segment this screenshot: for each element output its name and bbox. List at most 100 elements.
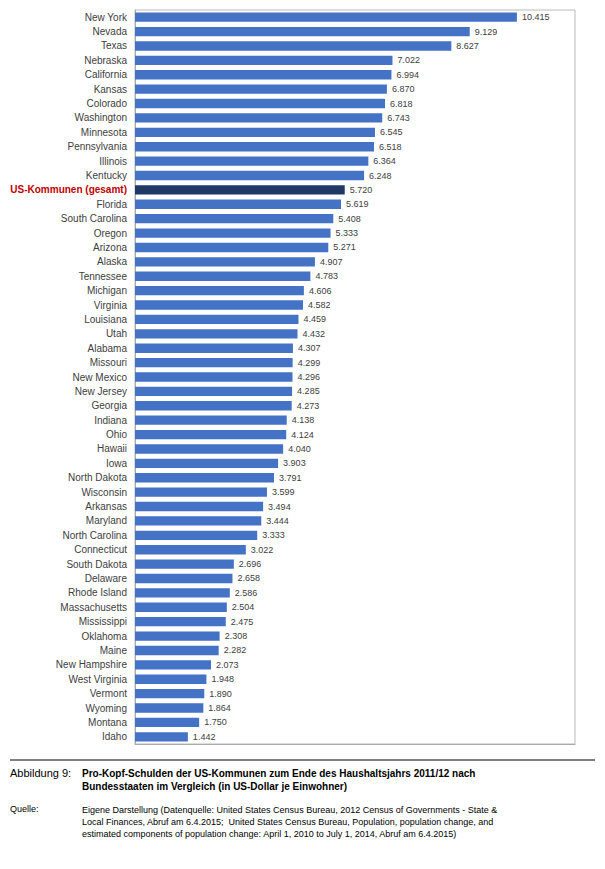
svg-text:Florida: Florida xyxy=(96,199,127,210)
svg-text:6.818: 6.818 xyxy=(390,99,413,109)
svg-text:Bundesstaaten im Vergleich (in: Bundesstaaten im Vergleich (in US-Dollar… xyxy=(82,781,347,792)
svg-text:Tennessee: Tennessee xyxy=(79,271,128,282)
svg-text:Nevada: Nevada xyxy=(93,26,128,37)
svg-text:California: California xyxy=(85,69,128,80)
svg-text:4.296: 4.296 xyxy=(298,372,321,382)
svg-text:Texas: Texas xyxy=(101,40,127,51)
svg-text:6.518: 6.518 xyxy=(379,142,402,152)
svg-text:Missouri: Missouri xyxy=(90,357,127,368)
svg-text:5.619: 5.619 xyxy=(346,199,369,209)
svg-text:4.285: 4.285 xyxy=(297,386,320,396)
svg-text:South Dakota: South Dakota xyxy=(66,559,127,570)
svg-text:Quelle:: Quelle: xyxy=(10,804,39,814)
svg-text:Rhode Island: Rhode Island xyxy=(68,587,127,598)
svg-text:New Jersey: New Jersey xyxy=(75,386,127,397)
svg-text:1.442: 1.442 xyxy=(193,732,216,742)
svg-text:estimated components of popula: estimated components of population chang… xyxy=(82,829,456,839)
svg-text:Local Finances, Abruf am 6.4.2: Local Finances, Abruf am 6.4.2015; Unite… xyxy=(82,817,493,827)
svg-text:5.408: 5.408 xyxy=(338,214,361,224)
svg-text:4.606: 4.606 xyxy=(309,286,332,296)
svg-text:4.459: 4.459 xyxy=(303,314,326,324)
svg-text:6.545: 6.545 xyxy=(380,127,403,137)
svg-text:3.333: 3.333 xyxy=(262,530,285,540)
svg-text:4.432: 4.432 xyxy=(303,329,326,339)
svg-text:Pennsylvania: Pennsylvania xyxy=(68,141,128,152)
svg-text:Iowa: Iowa xyxy=(106,458,128,469)
svg-text:5.271: 5.271 xyxy=(333,242,356,252)
svg-text:South Carolina: South Carolina xyxy=(61,213,128,224)
svg-text:Michigan: Michigan xyxy=(87,285,127,296)
svg-text:9.129: 9.129 xyxy=(475,27,498,37)
svg-text:Oklahoma: Oklahoma xyxy=(81,631,127,642)
svg-text:4.273: 4.273 xyxy=(297,401,320,411)
svg-text:West Virginia: West Virginia xyxy=(68,674,127,685)
svg-text:Indiana: Indiana xyxy=(94,415,127,426)
svg-text:North Dakota: North Dakota xyxy=(68,472,127,483)
svg-text:Idaho: Idaho xyxy=(102,731,127,742)
svg-text:3.791: 3.791 xyxy=(279,473,302,483)
svg-text:New York: New York xyxy=(85,12,128,23)
svg-text:1.890: 1.890 xyxy=(209,689,232,699)
svg-text:Oregon: Oregon xyxy=(94,228,127,239)
svg-text:3.494: 3.494 xyxy=(268,502,291,512)
svg-text:Arkansas: Arkansas xyxy=(85,501,127,512)
svg-text:6.248: 6.248 xyxy=(369,171,392,181)
svg-text:2.696: 2.696 xyxy=(239,559,262,569)
svg-text:Georgia: Georgia xyxy=(91,400,127,411)
svg-text:10.415: 10.415 xyxy=(522,12,550,22)
svg-text:6.994: 6.994 xyxy=(396,70,419,80)
svg-text:6.743: 6.743 xyxy=(387,113,410,123)
svg-text:Nebraska: Nebraska xyxy=(84,55,127,66)
svg-text:Wyoming: Wyoming xyxy=(85,703,127,714)
svg-text:3.599: 3.599 xyxy=(272,487,295,497)
svg-text:4.124: 4.124 xyxy=(291,430,314,440)
svg-text:Mississippi: Mississippi xyxy=(79,616,127,627)
svg-text:2.586: 2.586 xyxy=(235,588,258,598)
svg-text:New Mexico: New Mexico xyxy=(73,372,128,383)
svg-text:3.903: 3.903 xyxy=(283,458,306,468)
svg-text:Washington: Washington xyxy=(75,112,127,123)
svg-text:7.022: 7.022 xyxy=(397,55,420,65)
svg-text:Delaware: Delaware xyxy=(85,573,128,584)
svg-text:4.299: 4.299 xyxy=(298,358,321,368)
svg-text:2.308: 2.308 xyxy=(225,631,248,641)
svg-text:Abbildung 9:: Abbildung 9: xyxy=(10,767,71,779)
svg-text:Maine: Maine xyxy=(100,645,128,656)
svg-text:Arizona: Arizona xyxy=(93,242,127,253)
svg-text:Maryland: Maryland xyxy=(86,515,127,526)
svg-text:Alaska: Alaska xyxy=(97,256,127,267)
svg-text:Pro-Kopf-Schulden der US-Kommu: Pro-Kopf-Schulden der US-Kommunen zum En… xyxy=(82,768,475,779)
svg-text:5.720: 5.720 xyxy=(350,185,373,195)
svg-text:Virginia: Virginia xyxy=(94,300,128,311)
svg-text:3.022: 3.022 xyxy=(251,545,274,555)
svg-text:Alabama: Alabama xyxy=(88,343,128,354)
svg-text:2.282: 2.282 xyxy=(224,645,247,655)
svg-text:6.870: 6.870 xyxy=(392,84,415,94)
svg-text:2.504: 2.504 xyxy=(232,602,255,612)
svg-text:Wisconsin: Wisconsin xyxy=(81,487,127,498)
svg-text:Eigene Darstellung (Datenquell: Eigene Darstellung (Datenquelle: United … xyxy=(82,805,497,815)
svg-text:4.582: 4.582 xyxy=(308,300,331,310)
svg-text:4.138: 4.138 xyxy=(292,415,315,425)
svg-text:1.750: 1.750 xyxy=(204,717,227,727)
svg-text:1.864: 1.864 xyxy=(208,703,231,713)
svg-text:Illinois: Illinois xyxy=(99,156,127,167)
svg-text:2.073: 2.073 xyxy=(216,660,239,670)
svg-text:Minnesota: Minnesota xyxy=(81,127,128,138)
svg-text:6.364: 6.364 xyxy=(373,156,396,166)
svg-text:US-Kommunen (gesamt): US-Kommunen (gesamt) xyxy=(10,184,127,195)
svg-text:4.307: 4.307 xyxy=(298,343,321,353)
svg-text:North Carolina: North Carolina xyxy=(63,530,128,541)
svg-text:Louisiana: Louisiana xyxy=(84,314,127,325)
svg-text:4.783: 4.783 xyxy=(315,271,338,281)
svg-text:Vermont: Vermont xyxy=(90,688,127,699)
svg-text:2.658: 2.658 xyxy=(237,573,260,583)
svg-text:Massachusetts: Massachusetts xyxy=(60,602,127,613)
svg-text:New Hampshire: New Hampshire xyxy=(56,659,128,670)
svg-text:Colorado: Colorado xyxy=(86,98,127,109)
svg-text:Kansas: Kansas xyxy=(94,84,127,95)
svg-text:2.475: 2.475 xyxy=(231,617,254,627)
svg-text:1.948: 1.948 xyxy=(211,674,234,684)
svg-text:8.627: 8.627 xyxy=(456,41,479,51)
svg-text:Montana: Montana xyxy=(88,717,127,728)
